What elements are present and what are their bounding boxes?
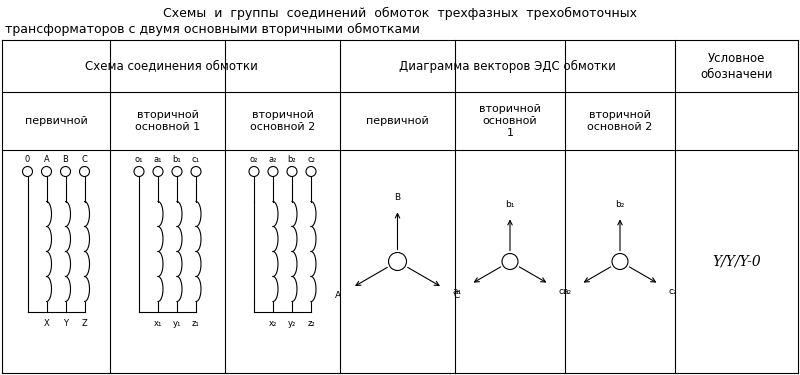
Circle shape [612, 254, 628, 270]
Text: Схема соединения обмотки: Схема соединения обмотки [85, 60, 258, 72]
Text: o₂: o₂ [250, 154, 258, 164]
Circle shape [502, 254, 518, 270]
Circle shape [287, 166, 297, 177]
Text: Y/Y/Y-0: Y/Y/Y-0 [712, 255, 761, 268]
Text: z₁: z₁ [192, 320, 200, 328]
Text: обозначени: обозначени [700, 68, 773, 81]
Text: b₁: b₁ [506, 200, 514, 209]
Text: z₂: z₂ [307, 320, 315, 328]
Text: y₂: y₂ [288, 320, 296, 328]
Text: x₁: x₁ [154, 320, 162, 328]
Text: c₁: c₁ [192, 154, 200, 164]
Text: b₂: b₂ [288, 154, 296, 164]
Circle shape [249, 166, 259, 177]
Circle shape [172, 166, 182, 177]
Text: a₂: a₂ [562, 288, 571, 297]
Text: X: X [44, 320, 50, 328]
Text: c₂: c₂ [307, 154, 315, 164]
Text: o₁: o₁ [134, 154, 143, 164]
Text: a₂: a₂ [269, 154, 277, 164]
Text: 0: 0 [25, 154, 30, 164]
Text: вторичной
основной 1: вторичной основной 1 [135, 110, 200, 132]
Text: a₁: a₁ [154, 154, 162, 164]
Circle shape [153, 166, 163, 177]
Text: y₁: y₁ [173, 320, 181, 328]
Text: C: C [454, 291, 460, 300]
Circle shape [61, 166, 70, 177]
Text: x₂: x₂ [269, 320, 277, 328]
Text: Z: Z [82, 320, 87, 328]
Text: A: A [44, 154, 50, 164]
Circle shape [268, 166, 278, 177]
Text: вторичной
основной
1: вторичной основной 1 [479, 104, 541, 138]
Circle shape [42, 166, 51, 177]
Circle shape [191, 166, 201, 177]
Circle shape [134, 166, 144, 177]
Text: вторичной
основной 2: вторичной основной 2 [250, 110, 315, 132]
Text: первичной: первичной [25, 116, 87, 126]
Text: b₂: b₂ [615, 200, 625, 209]
Text: Условное: Условное [708, 51, 765, 64]
Text: c₁: c₁ [558, 288, 567, 297]
Circle shape [306, 166, 316, 177]
Text: a₁: a₁ [453, 288, 462, 297]
Text: B: B [394, 193, 401, 202]
Text: Диаграмма векторов ЭДС обмотки: Диаграмма векторов ЭДС обмотки [399, 60, 616, 72]
Circle shape [22, 166, 33, 177]
Circle shape [389, 252, 406, 270]
Text: трансформаторов с двумя основными вторичными обмотками: трансформаторов с двумя основными вторич… [5, 23, 420, 36]
Text: первичной: первичной [366, 116, 429, 126]
Text: b₁: b₁ [173, 154, 182, 164]
Text: B: B [62, 154, 69, 164]
Text: A: A [335, 291, 342, 300]
Text: Схемы  и  группы  соединений  обмоток  трехфазных  трехобмоточных: Схемы и группы соединений обмоток трехфа… [163, 7, 637, 20]
Text: c₂: c₂ [669, 288, 678, 297]
Circle shape [79, 166, 90, 177]
Text: Y: Y [63, 320, 68, 328]
Text: вторичной
основной 2: вторичной основной 2 [587, 110, 653, 132]
Text: C: C [82, 154, 87, 164]
